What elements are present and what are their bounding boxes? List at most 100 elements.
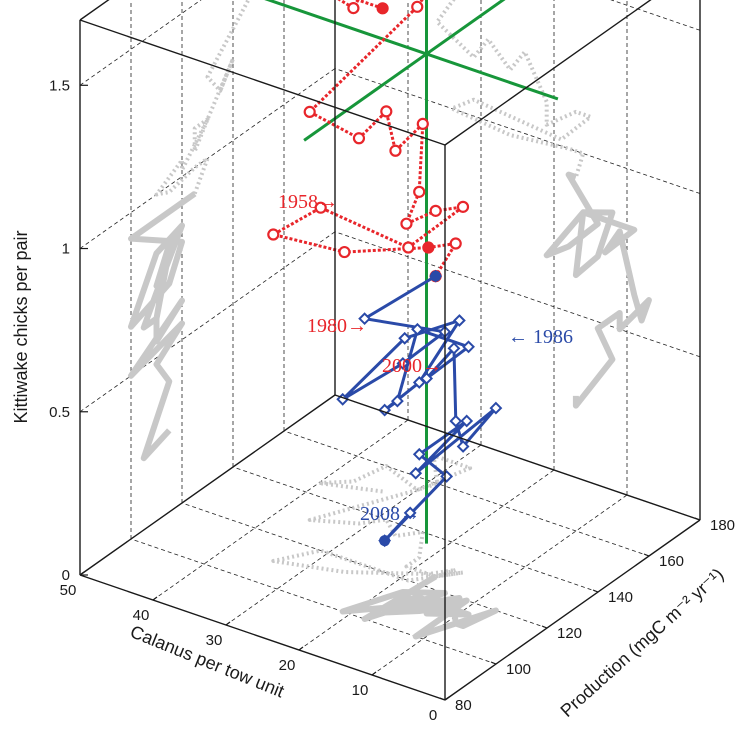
mean-cross-calanus <box>264 0 559 101</box>
box-edge <box>79 574 446 701</box>
grid-line <box>79 0 202 86</box>
series-1-point <box>303 105 316 119</box>
box-edge <box>79 394 336 576</box>
grid-line <box>130 538 497 665</box>
series-1-point <box>413 185 426 198</box>
series-2-point <box>412 447 426 461</box>
series-2-point <box>489 401 503 415</box>
x-tick-mark <box>371 671 377 676</box>
x-tick-mark <box>444 696 450 701</box>
year-label-1980: 1980→ <box>307 315 367 337</box>
series-2-point <box>403 506 417 520</box>
y-tick-mark <box>592 589 599 593</box>
grid-line <box>232 466 599 593</box>
x-tick-label: 30 <box>206 632 223 649</box>
series-1-point <box>267 228 280 241</box>
x-tick-label: 0 <box>429 707 437 724</box>
series-2-point <box>462 340 475 354</box>
x-tick-label: 20 <box>279 657 296 674</box>
series-2-point <box>409 466 423 480</box>
series-2-point <box>447 341 461 355</box>
year-marker <box>379 535 391 547</box>
x-tick-label: 10 <box>352 682 369 699</box>
data-layer <box>264 0 559 548</box>
z-axis-title: Kittiwake chicks per pair <box>11 230 31 423</box>
series-2-point <box>398 331 412 345</box>
grid-line <box>610 0 701 31</box>
y-tick-mark <box>490 661 497 665</box>
series-2-point <box>358 312 372 326</box>
tick-labels: 0 0.5 1 1.5 0 10 20 30 40 50 80 100 120 140 160 180 <box>49 77 735 724</box>
year-marker <box>422 242 434 254</box>
year-label-1986: ← 1986 <box>508 326 573 348</box>
x-tick-mark <box>298 646 304 651</box>
x-tick-mark <box>225 621 231 626</box>
series-1-point <box>380 105 393 118</box>
y-tick-label: 180 <box>710 517 735 534</box>
box-edge <box>334 394 701 521</box>
x-tick-mark <box>152 596 158 601</box>
z-tick-label: 0 <box>62 567 70 584</box>
x-tick-label: 50 <box>60 582 77 599</box>
grid-line <box>334 231 701 358</box>
z-tick-label: 1.5 <box>49 77 70 94</box>
series-1-point <box>429 204 442 217</box>
year-marker <box>430 270 442 282</box>
y-tick-mark <box>694 517 701 521</box>
projection-layer <box>128 0 652 640</box>
y-tick-mark <box>439 697 446 701</box>
year-label-1958: 1958→ <box>278 191 338 213</box>
grid-line <box>371 494 628 676</box>
series-2-point <box>420 372 434 385</box>
box-edges <box>79 0 701 701</box>
box-edge <box>444 0 652 146</box>
grid-line <box>152 419 409 601</box>
year-marker <box>377 2 389 14</box>
series-2-point <box>396 357 410 370</box>
z-tick-label: 1 <box>62 241 70 258</box>
side-wall-projection <box>435 0 593 178</box>
series-1-point <box>347 2 360 15</box>
series-1-point <box>338 245 351 259</box>
y-tick-label: 100 <box>506 661 531 678</box>
box-edge <box>444 519 701 701</box>
y-tick-label: 80 <box>455 697 472 714</box>
back-wall-projection <box>128 191 197 462</box>
grid-line <box>298 469 555 651</box>
series-1-point <box>449 237 462 250</box>
series-1-line <box>271 0 465 277</box>
y-tick-label: 140 <box>608 589 633 606</box>
series-2-point <box>460 414 474 428</box>
year-label-2008: 2008→ <box>360 503 420 525</box>
series-2-point <box>456 440 470 453</box>
grid-line <box>283 430 650 557</box>
series-1-point <box>352 132 366 145</box>
series-1-point <box>456 200 470 213</box>
grid-line <box>334 68 701 194</box>
series-1-point <box>314 201 327 214</box>
z-tick-label: 0.5 <box>49 404 70 421</box>
y-axis-title: Production (mgC m⁻² yr⁻¹) <box>557 564 728 721</box>
y-tick-mark <box>541 625 548 629</box>
series-1-point <box>416 117 429 131</box>
grid-line <box>225 444 482 626</box>
x-tick-mark <box>79 571 85 576</box>
y-tick-label: 160 <box>659 553 684 570</box>
series-2-point <box>390 394 404 408</box>
floor-projection <box>271 453 473 583</box>
y-tick-label: 120 <box>557 625 582 642</box>
series-1-point <box>411 0 424 13</box>
x-tick-label: 40 <box>133 607 150 624</box>
series-2-point <box>449 414 463 428</box>
grid-line <box>79 231 336 413</box>
series-1-point <box>400 217 413 230</box>
grid-line <box>79 68 336 249</box>
series-2-point <box>452 314 466 327</box>
series-1-point <box>389 144 402 157</box>
series-1-point <box>402 241 415 254</box>
back-wall-projection <box>154 0 251 197</box>
box-edge <box>79 19 446 146</box>
series-2-point <box>440 469 454 483</box>
floor-projection <box>339 573 499 640</box>
